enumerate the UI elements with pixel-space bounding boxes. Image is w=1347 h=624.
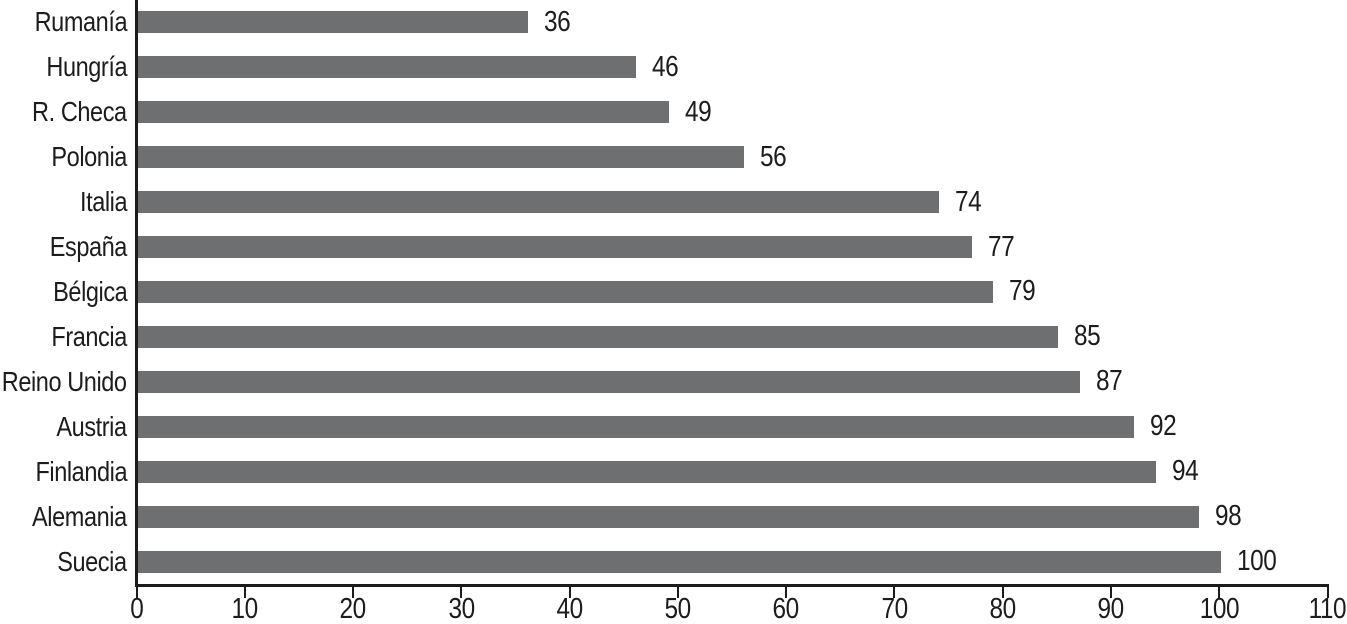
category-label: Polonia <box>51 141 127 173</box>
category-label: Italia <box>79 186 128 218</box>
value-label: 98 <box>1215 500 1242 533</box>
x-tick <box>460 587 463 598</box>
category-label: Austria <box>56 410 128 442</box>
category-label: Bélgica <box>52 275 128 307</box>
x-tick <box>676 587 679 598</box>
category-label: Finlandia <box>35 455 127 487</box>
x-tick <box>1218 587 1221 598</box>
x-axis-line <box>135 584 1329 587</box>
category-label: Rumanía <box>34 6 127 38</box>
bar <box>138 146 745 169</box>
bar <box>138 550 1221 573</box>
bar <box>138 370 1080 393</box>
x-tick-label: 0 <box>129 593 144 624</box>
value-label: 85 <box>1074 320 1101 353</box>
bar <box>138 281 994 303</box>
x-tick <box>568 587 571 598</box>
value-label: 56 <box>760 140 787 173</box>
category-label: Francia <box>51 320 128 352</box>
y-axis-line <box>135 0 138 587</box>
bar <box>138 505 1200 528</box>
x-tick <box>243 587 246 598</box>
value-label: 100 <box>1236 545 1277 578</box>
bar <box>138 191 940 214</box>
x-tick-label: 80 <box>989 593 1017 624</box>
category-label: Suecia <box>57 545 128 577</box>
value-label: 77 <box>987 230 1015 263</box>
x-tick <box>1001 587 1004 598</box>
bar <box>138 56 637 79</box>
x-tick-label: 110 <box>1308 593 1347 624</box>
value-label: 79 <box>1009 275 1036 308</box>
bar <box>138 415 1135 438</box>
category-label: R. Checa <box>32 96 127 128</box>
x-tick <box>135 587 138 598</box>
x-tick-label: 20 <box>339 593 367 624</box>
x-tick-label: 90 <box>1097 593 1125 624</box>
x-tick-label: 60 <box>772 593 800 624</box>
value-label: 36 <box>543 5 571 38</box>
x-tick <box>785 587 788 598</box>
category-label: España <box>49 231 128 263</box>
category-label: Reino Unido <box>2 365 127 397</box>
x-tick-label: 30 <box>448 593 475 624</box>
x-tick-label: 70 <box>881 593 908 624</box>
x-tick-label: 40 <box>556 593 583 624</box>
x-tick-label: 50 <box>664 593 692 624</box>
category-label: Hungría <box>46 51 127 83</box>
bar <box>138 460 1156 483</box>
x-tick <box>1326 587 1329 598</box>
category-label: Alemania <box>32 500 127 532</box>
x-tick <box>352 587 355 598</box>
value-label: 94 <box>1171 455 1199 488</box>
bar <box>138 101 669 124</box>
bar <box>138 325 1059 348</box>
value-label: 46 <box>652 50 679 83</box>
x-tick <box>1109 587 1112 598</box>
value-label: 92 <box>1150 410 1177 443</box>
value-label: 87 <box>1095 365 1123 398</box>
value-label: 49 <box>684 95 712 128</box>
value-label: 74 <box>955 185 982 218</box>
x-tick-label: 10 <box>231 593 259 624</box>
bar <box>138 236 972 259</box>
bar <box>138 11 528 34</box>
x-tick-label: 100 <box>1199 593 1240 624</box>
x-tick <box>893 587 896 598</box>
